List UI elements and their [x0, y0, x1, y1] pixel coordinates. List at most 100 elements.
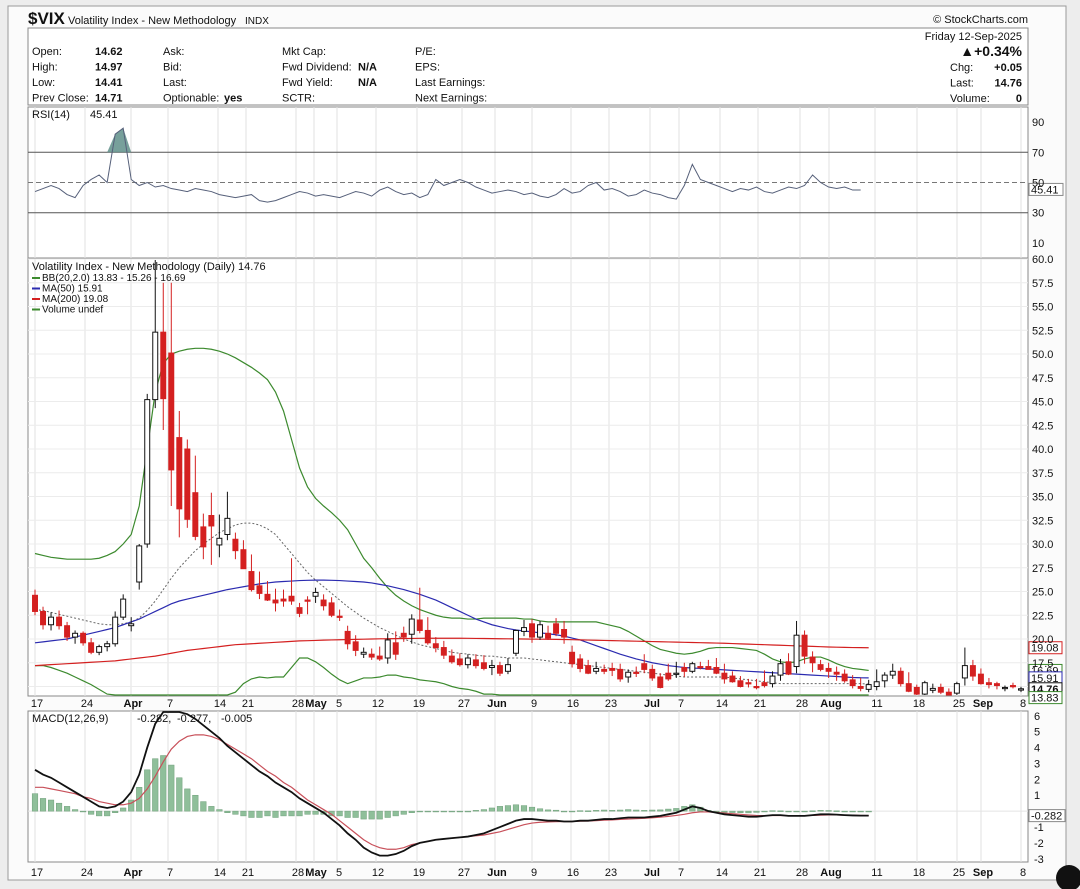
candle-body — [737, 680, 744, 687]
candle-body — [80, 632, 87, 644]
macd-hist-bar — [577, 810, 584, 812]
macd-y-tick: 5 — [1034, 727, 1040, 739]
x-tick-label: 14 — [214, 698, 226, 710]
candle-body — [200, 526, 207, 548]
macd-hist-bar — [240, 810, 247, 817]
macd-panel — [27, 710, 1029, 863]
macd-hist-bar — [312, 810, 319, 815]
price-y-tick: 17.5 — [1032, 658, 1053, 670]
candle-body — [384, 639, 391, 659]
macd-hist-bar — [272, 810, 279, 818]
candle-body — [408, 618, 415, 635]
candle-body — [521, 627, 527, 632]
price-y-tick: 30.0 — [1032, 539, 1053, 551]
macd-y-tick: -1 — [1034, 822, 1044, 834]
macd-y-tick: 4 — [1034, 743, 1040, 755]
candle-body — [625, 671, 632, 678]
candle-body — [649, 668, 656, 679]
candle-body — [472, 659, 479, 667]
macd-hist-value: -0.005 — [221, 713, 252, 725]
macd-hist-bar — [761, 810, 768, 813]
macd-hist-bar — [232, 810, 239, 815]
x-tick-label: 9 — [531, 698, 537, 710]
quote-value: 14.76 — [994, 78, 1022, 90]
macd-hist-bar — [248, 810, 255, 818]
x-tick-label: Jun — [487, 867, 507, 879]
macd-hist-bar — [745, 810, 752, 814]
candle-body — [328, 602, 335, 616]
candle-body — [865, 684, 872, 690]
x-tick-label: 18 — [913, 867, 925, 879]
candle-body — [881, 674, 888, 682]
macd-y-tick: -2 — [1034, 838, 1044, 850]
candle-body — [809, 656, 816, 664]
candle-body — [697, 666, 704, 669]
candle-body — [681, 667, 688, 672]
quote-value: +0.05 — [994, 62, 1022, 74]
x-tick-label: 21 — [242, 698, 254, 710]
candle-body — [432, 643, 439, 649]
candle-body — [769, 675, 776, 685]
candle-body — [961, 665, 968, 679]
candle-body — [184, 448, 191, 520]
macd-hist-bar — [360, 810, 367, 820]
macd-hist-bar — [192, 794, 199, 812]
macd-hist-bar — [472, 810, 479, 812]
macd-hist-bar — [448, 810, 455, 813]
x-tick-label: Apr — [124, 698, 144, 710]
price-y-tick: 35.0 — [1032, 492, 1053, 504]
macd-hist-bar — [528, 806, 536, 812]
candle-body — [953, 683, 960, 694]
x-tick-label: 21 — [754, 867, 766, 879]
x-tick-label: Jul — [644, 867, 660, 879]
x-tick-label: Jul — [644, 698, 660, 710]
candle-body — [889, 670, 896, 676]
candle-body — [545, 632, 552, 639]
macd-hist-bar — [785, 810, 792, 813]
x-tick-label: 5 — [336, 698, 342, 710]
macd-hist-bar — [280, 810, 287, 817]
rsi-y-tick: 30 — [1032, 208, 1044, 220]
candle-body — [857, 686, 864, 689]
macd-hist-bar — [641, 810, 648, 812]
candle-body — [336, 615, 343, 618]
candle-body — [512, 629, 519, 654]
candle-body — [553, 623, 560, 634]
security-name: Volatility Index - New Methodology — [68, 15, 237, 27]
candle-body — [416, 619, 423, 631]
candle-body — [96, 646, 103, 653]
macd-hist-bar — [184, 788, 191, 812]
candle-body — [1018, 688, 1024, 691]
candle-body — [272, 599, 279, 604]
macd-hist-bar — [304, 810, 311, 815]
x-tick-label: 28 — [796, 867, 808, 879]
price-panel — [27, 258, 1029, 697]
x-tick-label: 16 — [567, 698, 579, 710]
macd-hist-bar — [96, 810, 103, 817]
x-tick-label: 25 — [953, 698, 965, 710]
candle-body — [929, 687, 936, 691]
macd-hist-bar — [408, 810, 415, 813]
x-tick-label: 28 — [292, 698, 304, 710]
macd-hist-bar — [721, 810, 728, 813]
candle-body — [216, 537, 223, 546]
price-y-tick: 20.0 — [1032, 634, 1053, 646]
candle-body — [617, 668, 624, 680]
macd-hist-bar — [136, 787, 143, 812]
candle-body — [280, 598, 287, 602]
candle-body — [120, 598, 127, 618]
macd-hist-bar — [328, 810, 335, 817]
x-tick-label: Aug — [820, 867, 841, 879]
candle-body — [993, 683, 1000, 687]
macd-hist-bar — [88, 810, 95, 815]
macd-y-tick: 1 — [1034, 790, 1040, 802]
macd-hist-bar — [392, 810, 399, 817]
macd-hist-bar — [144, 769, 151, 812]
rsi-y-tick: 90 — [1032, 117, 1044, 129]
quote-label: Last: — [163, 77, 187, 89]
candle-body — [224, 517, 231, 535]
price-y-tick: 42.5 — [1032, 420, 1053, 432]
price-y-tick: 52.5 — [1032, 325, 1053, 337]
macd-hist-bar — [176, 777, 183, 812]
price-tag: 13.83 — [1031, 693, 1059, 705]
